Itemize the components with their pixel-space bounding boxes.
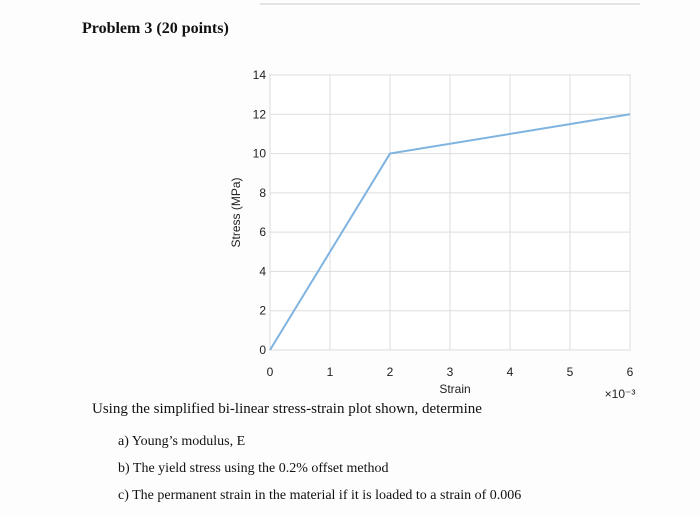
x-tick-label: 3	[447, 365, 454, 379]
x-tick-label: 0	[267, 365, 274, 379]
x-tick-label: 1	[327, 365, 334, 379]
y-tick-label: 0	[259, 343, 266, 357]
y-tick-label: 10	[253, 147, 267, 161]
y-tick-label: 12	[253, 107, 267, 121]
x-tick-label: 4	[507, 365, 514, 379]
prompt: Using the simplified bi-linear stress-st…	[92, 401, 482, 417]
y-axis-label: Stress (MPa)	[229, 177, 243, 247]
x-tick-label: 6	[627, 365, 634, 379]
y-tick-label: 2	[259, 304, 266, 318]
item: c) The permanent strain in the material …	[118, 488, 521, 503]
data-line	[269, 113, 631, 351]
item: a) Young’s modulus, E	[118, 434, 245, 449]
y-tick-label: 14	[253, 68, 267, 82]
x-multiplier: ×10⁻³	[605, 387, 636, 401]
x-tick-label: 5	[567, 365, 574, 379]
item: b) The yield stress using the 0.2% offse…	[118, 461, 389, 476]
y-tick-label: 6	[259, 225, 266, 239]
x-tick-label: 2	[387, 365, 394, 379]
y-tick-label: 8	[259, 186, 266, 200]
y-tick-label: 4	[259, 264, 266, 278]
title: Problem 3 (20 points)	[82, 20, 229, 37]
x-axis-label: Strain	[439, 382, 470, 396]
